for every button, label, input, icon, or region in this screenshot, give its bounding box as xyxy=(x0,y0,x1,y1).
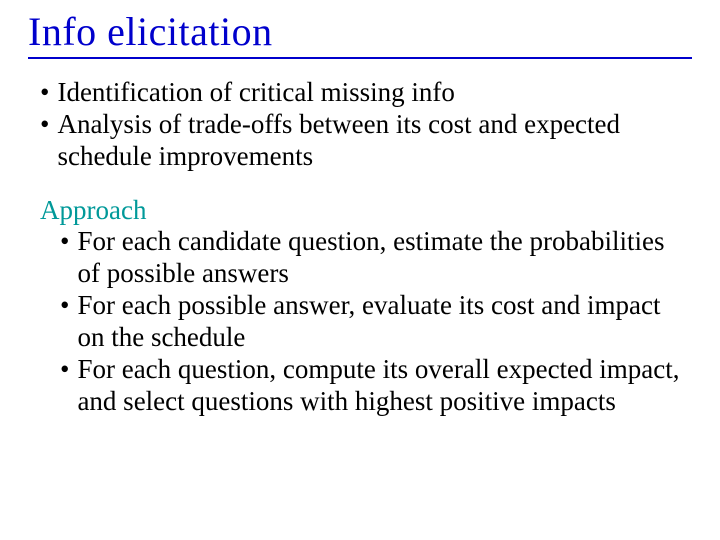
bullet-text: Analysis of trade-offs between its cost … xyxy=(57,109,692,173)
list-item: • For each possible answer, evaluate its… xyxy=(40,290,692,354)
list-item: • For each question, compute its overall… xyxy=(40,354,692,418)
bullet-text: For each possible answer, evaluate its c… xyxy=(77,290,692,354)
bullet-icon: • xyxy=(40,109,57,173)
section-approach: Approach • For each candidate question, … xyxy=(28,195,692,418)
approach-heading: Approach xyxy=(40,195,692,227)
list-item: • For each candidate question, estimate … xyxy=(40,226,692,290)
bullet-text: For each candidate question, estimate th… xyxy=(77,226,692,290)
list-item: • Analysis of trade-offs between its cos… xyxy=(40,109,692,173)
section-definition: • Identification of critical missing inf… xyxy=(28,77,692,173)
list-item: • Identification of critical missing inf… xyxy=(40,77,692,109)
bullet-icon: • xyxy=(60,226,77,290)
slide-title: Info elicitation xyxy=(28,8,692,59)
bullet-text: For each question, compute its overall e… xyxy=(77,354,692,418)
bullet-icon: • xyxy=(60,354,77,418)
bullet-icon: • xyxy=(40,77,57,109)
bullet-text: Identification of critical missing info xyxy=(57,77,692,109)
bullet-icon: • xyxy=(60,290,77,354)
